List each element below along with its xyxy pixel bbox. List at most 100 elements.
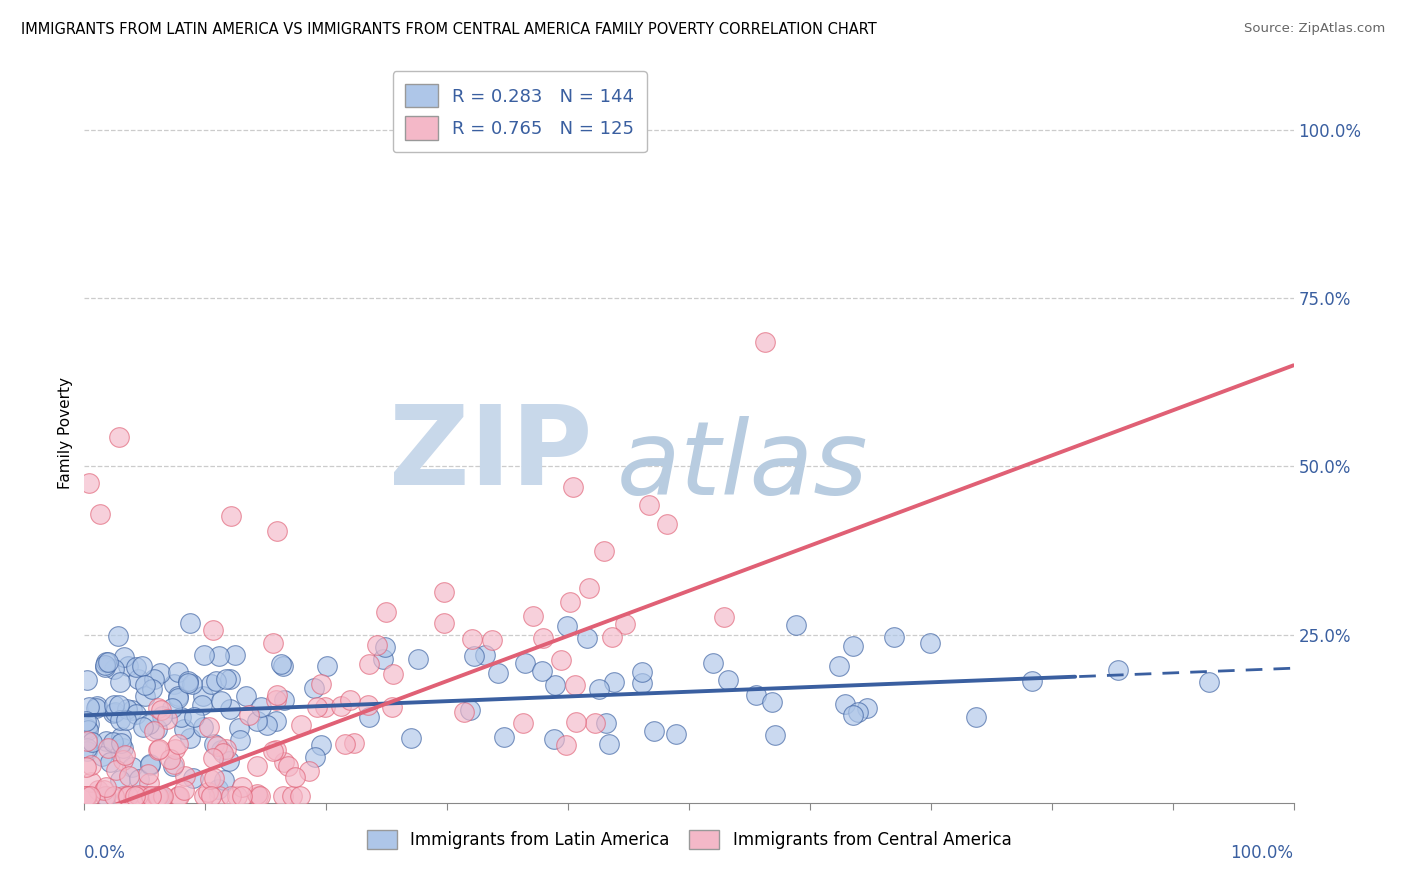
Point <box>828 658 851 673</box>
Point <box>108 430 131 444</box>
Point <box>139 789 162 803</box>
Point <box>717 673 740 688</box>
Point <box>229 733 252 747</box>
Point <box>103 698 125 713</box>
Point <box>80 774 103 789</box>
Point <box>115 713 138 727</box>
Point <box>94 655 117 669</box>
Point <box>202 624 225 638</box>
Point <box>163 756 186 771</box>
Point <box>125 706 148 721</box>
Point <box>264 714 287 729</box>
Point <box>460 632 482 647</box>
Y-axis label: Family Poverty: Family Poverty <box>58 376 73 489</box>
Point <box>631 676 654 690</box>
Point <box>785 617 807 632</box>
Point <box>128 772 150 787</box>
Point <box>124 789 146 803</box>
Point <box>1107 663 1129 677</box>
Point <box>309 738 332 752</box>
Point <box>177 673 200 688</box>
Point <box>146 701 169 715</box>
Point <box>630 665 652 679</box>
Point <box>75 789 97 803</box>
Point <box>284 771 307 785</box>
Point <box>179 615 201 630</box>
Point <box>142 723 165 738</box>
Point <box>167 689 190 703</box>
Point <box>256 717 278 731</box>
Point <box>117 789 139 803</box>
Point <box>146 722 169 736</box>
Point <box>207 781 229 796</box>
Point <box>304 749 326 764</box>
Point <box>101 735 124 749</box>
Point <box>266 688 288 702</box>
Point <box>118 769 141 783</box>
Point <box>583 715 606 730</box>
Point <box>335 738 357 752</box>
Point <box>110 746 132 760</box>
Point <box>713 610 735 624</box>
Point <box>215 742 238 756</box>
Point <box>76 740 98 755</box>
Point <box>191 698 214 712</box>
Point <box>458 703 481 717</box>
Point <box>155 712 177 726</box>
Text: ZIP: ZIP <box>389 401 592 508</box>
Point <box>204 674 226 689</box>
Point <box>249 789 271 803</box>
Point <box>763 728 786 742</box>
Point <box>111 789 134 803</box>
Point <box>180 677 202 691</box>
Point <box>150 709 173 723</box>
Point <box>162 758 184 772</box>
Point <box>96 789 118 803</box>
Point <box>603 674 626 689</box>
Point <box>134 678 156 692</box>
Point <box>166 665 188 679</box>
Point <box>375 605 398 619</box>
Point <box>174 769 197 783</box>
Point <box>131 658 153 673</box>
Point <box>238 708 260 723</box>
Point <box>359 657 381 671</box>
Point <box>103 662 125 676</box>
Point <box>231 780 253 794</box>
Point <box>637 498 659 512</box>
Point <box>202 771 225 785</box>
Point <box>104 764 127 778</box>
Point <box>76 734 98 748</box>
Point <box>165 742 187 756</box>
Point <box>193 789 215 803</box>
Point <box>167 737 190 751</box>
Point <box>842 708 865 723</box>
Point <box>246 714 269 728</box>
Point <box>273 693 295 707</box>
Point <box>314 699 336 714</box>
Point <box>702 656 724 670</box>
Point <box>270 657 292 671</box>
Point <box>564 678 586 692</box>
Point <box>117 659 139 673</box>
Point <box>221 508 243 523</box>
Point <box>557 619 579 633</box>
Point <box>159 752 181 766</box>
Point <box>883 630 905 644</box>
Point <box>856 701 879 715</box>
Point <box>108 674 131 689</box>
Point <box>149 703 172 717</box>
Point <box>592 544 614 558</box>
Point <box>142 672 165 686</box>
Point <box>543 731 565 746</box>
Point <box>170 710 193 724</box>
Point <box>173 783 195 797</box>
Point <box>82 735 104 749</box>
Point <box>191 721 214 735</box>
Point <box>200 677 222 691</box>
Point <box>121 760 143 774</box>
Point <box>575 631 598 645</box>
Point <box>273 755 295 769</box>
Point <box>522 609 544 624</box>
Point <box>91 748 114 763</box>
